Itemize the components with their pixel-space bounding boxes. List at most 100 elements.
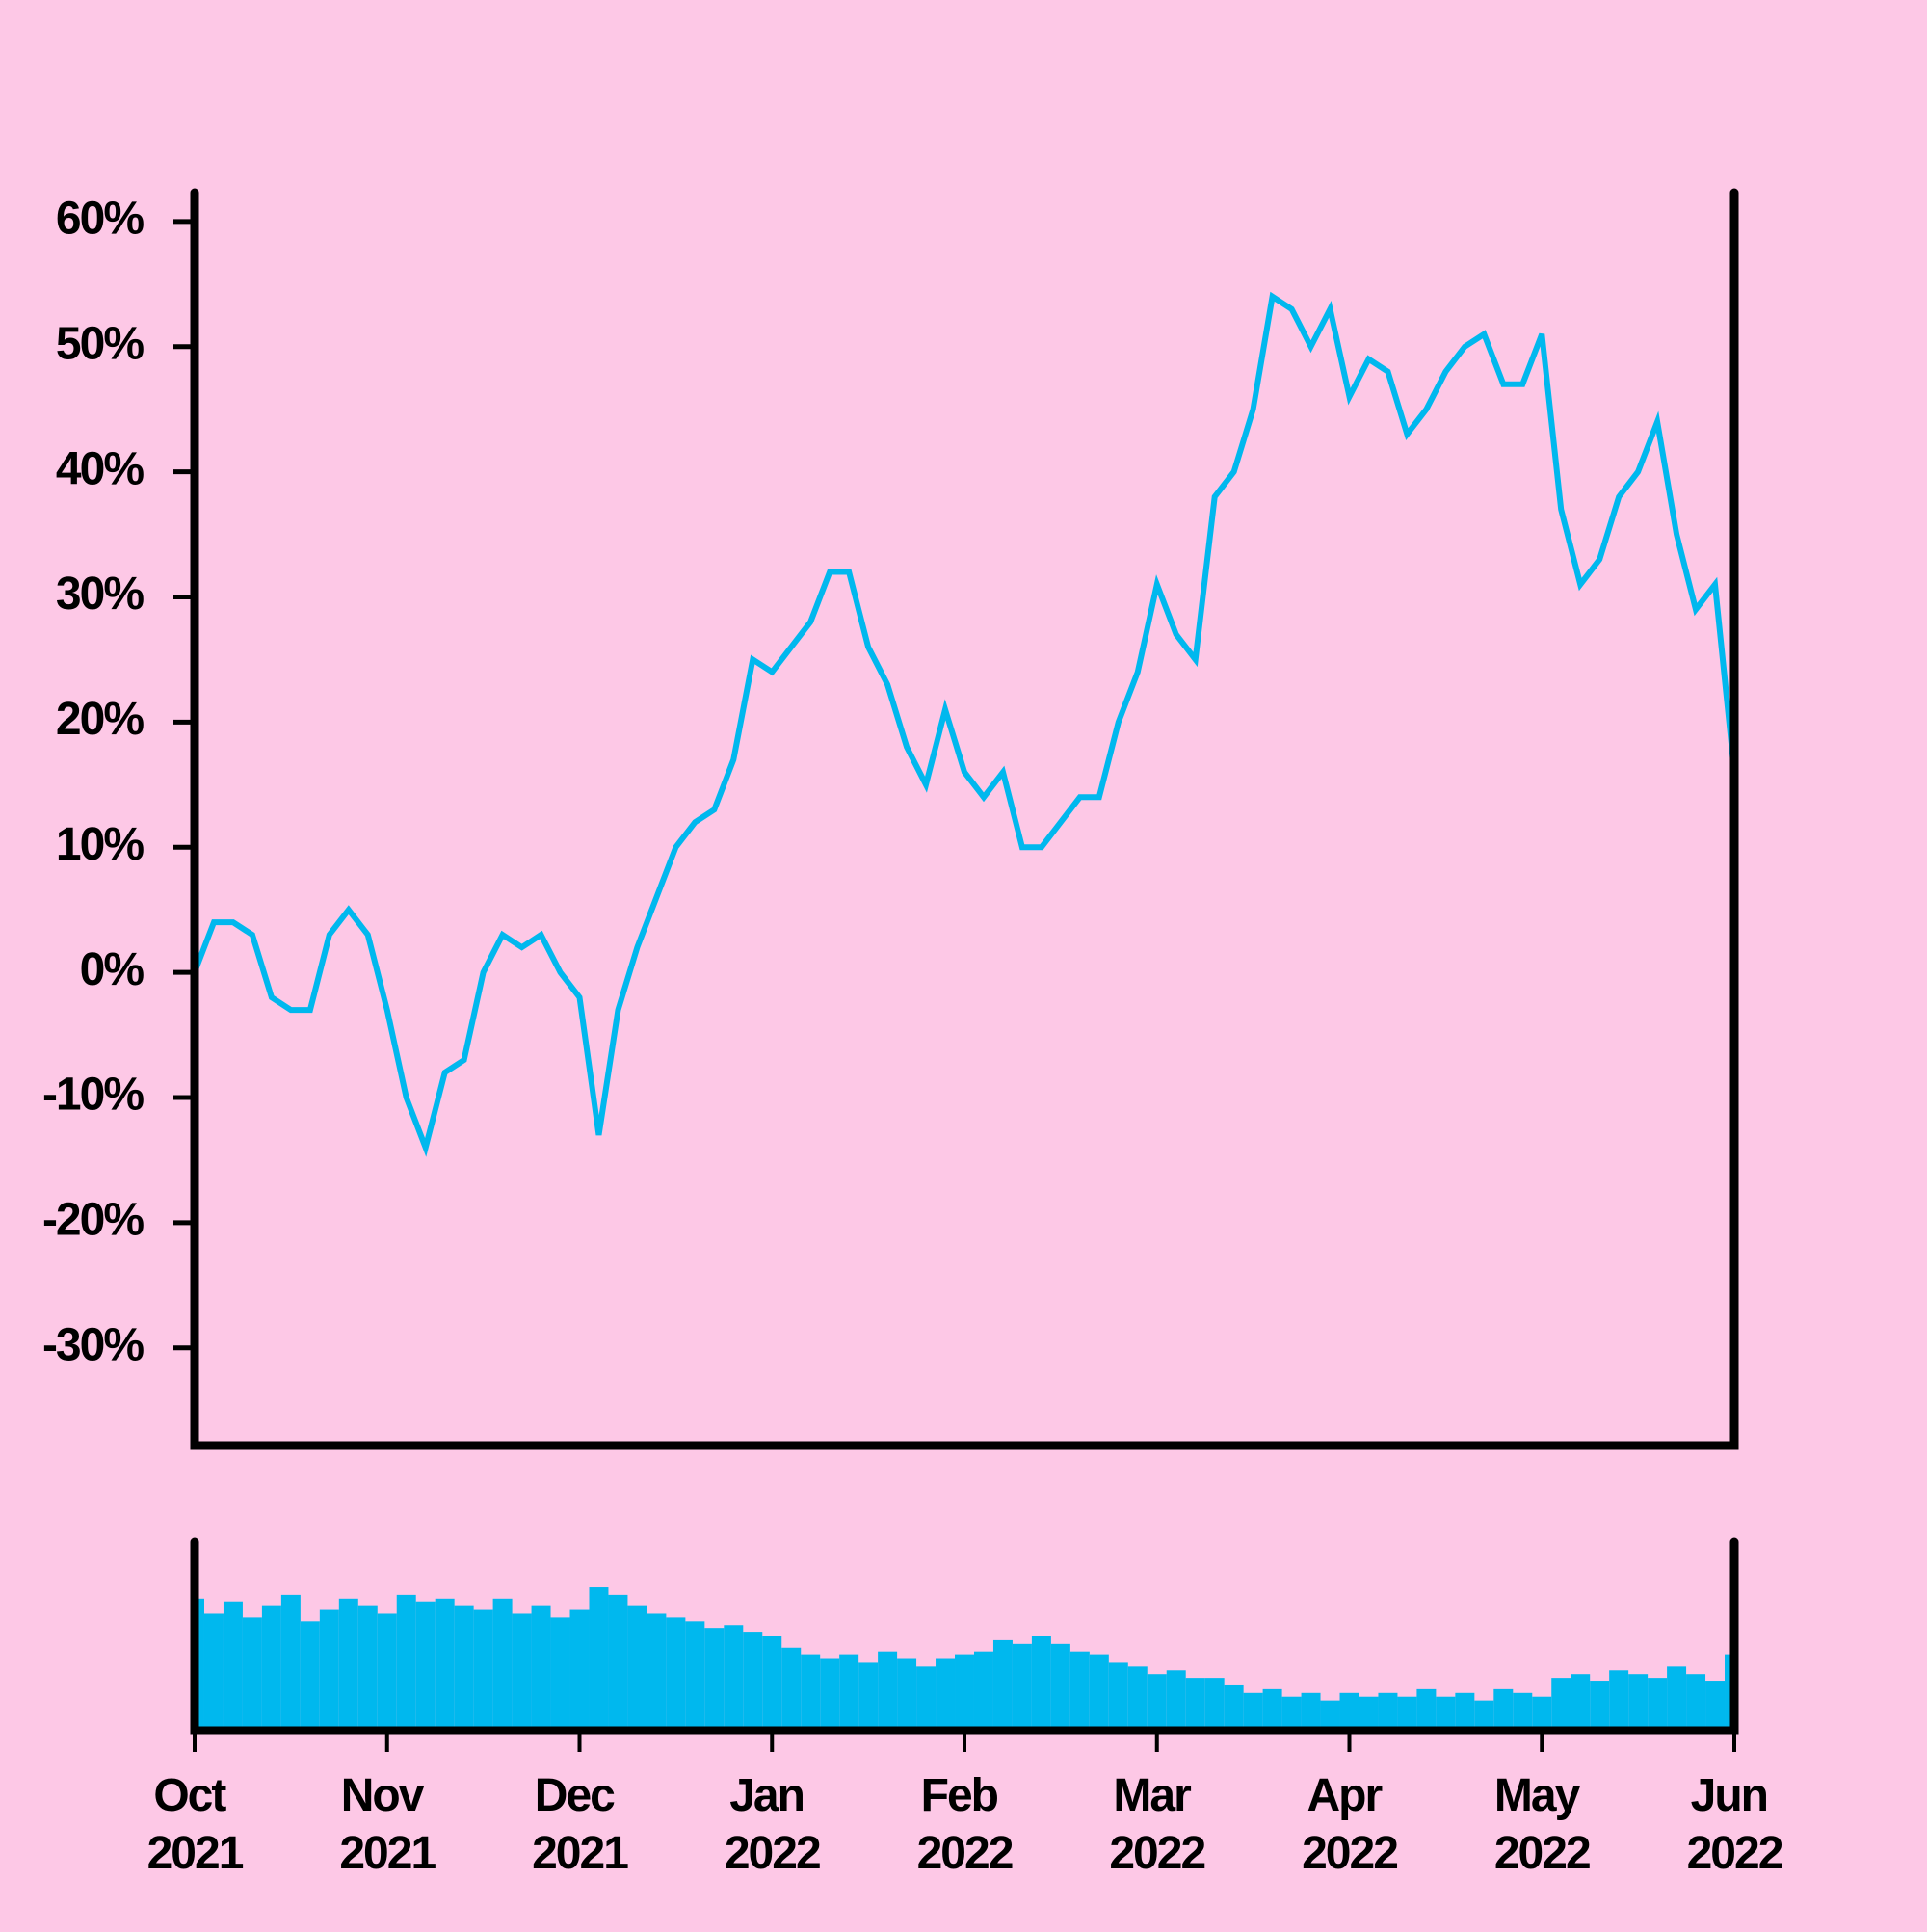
x-tick-label: Dec 2021 [532, 1770, 628, 1879]
volume-bar [762, 1636, 782, 1731]
y-tick-label: -10% [42, 1070, 144, 1121]
volume-bar [724, 1625, 744, 1731]
volume-bar [415, 1601, 436, 1731]
volume-bar [338, 1598, 358, 1731]
volume-bar [1224, 1684, 1244, 1731]
y-tick-label: -30% [42, 1319, 144, 1370]
volume-bar [261, 1605, 281, 1731]
volume-bar [1397, 1696, 1417, 1731]
volume-bar [1339, 1692, 1359, 1731]
volume-bar [647, 1613, 667, 1731]
volume-bar [357, 1605, 378, 1731]
volume-bar [627, 1605, 647, 1731]
volume-bar [666, 1617, 686, 1731]
x-tick-label: Mar 2022 [1109, 1770, 1204, 1879]
volume-bar [1243, 1692, 1263, 1731]
volume-bar [1204, 1678, 1225, 1731]
volume-bar [589, 1587, 609, 1731]
volume-bar [1127, 1666, 1148, 1731]
volume-bar [1320, 1700, 1340, 1731]
volume-bar [1069, 1651, 1090, 1731]
y-tick-label: 0% [80, 944, 145, 995]
volume-bar [223, 1601, 243, 1731]
volume-bar [1378, 1692, 1398, 1731]
volume-bar [280, 1594, 301, 1731]
volume-bar [203, 1613, 224, 1731]
volume-bar [319, 1609, 339, 1731]
volume-bar [1166, 1670, 1186, 1731]
axis-frame [190, 188, 1739, 1450]
volume-bar [1571, 1674, 1591, 1731]
volume-bar [396, 1594, 416, 1731]
y-tick-label: 10% [56, 819, 144, 870]
volume-bar [435, 1598, 455, 1731]
volume-bar [704, 1628, 725, 1731]
x-tick-label: Feb 2022 [917, 1770, 1013, 1879]
volume-bar [973, 1651, 993, 1731]
volume-bar [1667, 1666, 1687, 1731]
volume-bar [801, 1654, 821, 1731]
volume-bar [300, 1621, 320, 1731]
volume-bar [531, 1605, 551, 1731]
volume-bar [820, 1658, 840, 1731]
volume-bar [550, 1617, 570, 1731]
axis-frame [190, 1537, 1739, 1735]
volume-bar [1031, 1636, 1051, 1731]
volume-bar [743, 1632, 763, 1731]
volume-bar [1089, 1654, 1109, 1731]
volume-bar [1108, 1662, 1128, 1731]
volume-bar [512, 1613, 532, 1731]
volume-bar [1359, 1696, 1379, 1731]
volume-bar [1281, 1696, 1302, 1731]
volume-bar [916, 1666, 937, 1731]
volume-bar [1012, 1643, 1032, 1731]
volume-bar [1436, 1696, 1456, 1731]
y-tick-label: 40% [56, 443, 144, 494]
volume-bar [492, 1598, 513, 1731]
volume-bar [1532, 1696, 1552, 1731]
y-tick-label: 20% [56, 694, 144, 745]
volume-bar [1185, 1678, 1205, 1731]
y-tick-label: 50% [56, 318, 144, 369]
volume-bar [1648, 1678, 1668, 1731]
volume-bar [473, 1609, 493, 1731]
volume-bar [936, 1658, 956, 1731]
volume-bar [955, 1654, 974, 1731]
volume-bar [897, 1658, 917, 1731]
volume-bar [781, 1647, 802, 1731]
volume-bar [1513, 1692, 1533, 1731]
volume-bar [569, 1609, 590, 1731]
volume-bar [242, 1617, 262, 1731]
x-tick-label: Jun 2022 [1687, 1770, 1782, 1879]
volume-bar [839, 1654, 859, 1731]
x-tick-label: Oct 2021 [147, 1770, 244, 1879]
y-tick-label: 30% [56, 569, 144, 620]
volume-bar [858, 1662, 879, 1731]
volume-bar [195, 1598, 204, 1731]
volume-bar [454, 1605, 474, 1731]
volume-bar [1301, 1692, 1321, 1731]
volume-bar [608, 1594, 628, 1731]
y-tick-label: 60% [56, 194, 144, 245]
volume-bar [1628, 1674, 1649, 1731]
volume-bar [1455, 1692, 1475, 1731]
volume-bar [1725, 1654, 1734, 1731]
volume-bar [1050, 1643, 1070, 1731]
volume-bar [1609, 1670, 1629, 1731]
volume-bar [1474, 1700, 1494, 1731]
x-tick-label: May 2022 [1494, 1770, 1590, 1879]
price-line [192, 291, 1737, 1157]
volume-bar [1590, 1681, 1610, 1731]
volume-bar [1551, 1678, 1571, 1731]
volume-bar [377, 1613, 397, 1731]
volume-bar [1262, 1688, 1282, 1731]
y-tick-label: -20% [42, 1195, 144, 1246]
volume-bar [992, 1639, 1013, 1731]
volume-bar [1493, 1688, 1514, 1731]
volume-bar [878, 1651, 898, 1731]
volume-bar [1416, 1688, 1437, 1731]
volume-bar [1686, 1674, 1706, 1731]
volume-bar [685, 1621, 705, 1731]
